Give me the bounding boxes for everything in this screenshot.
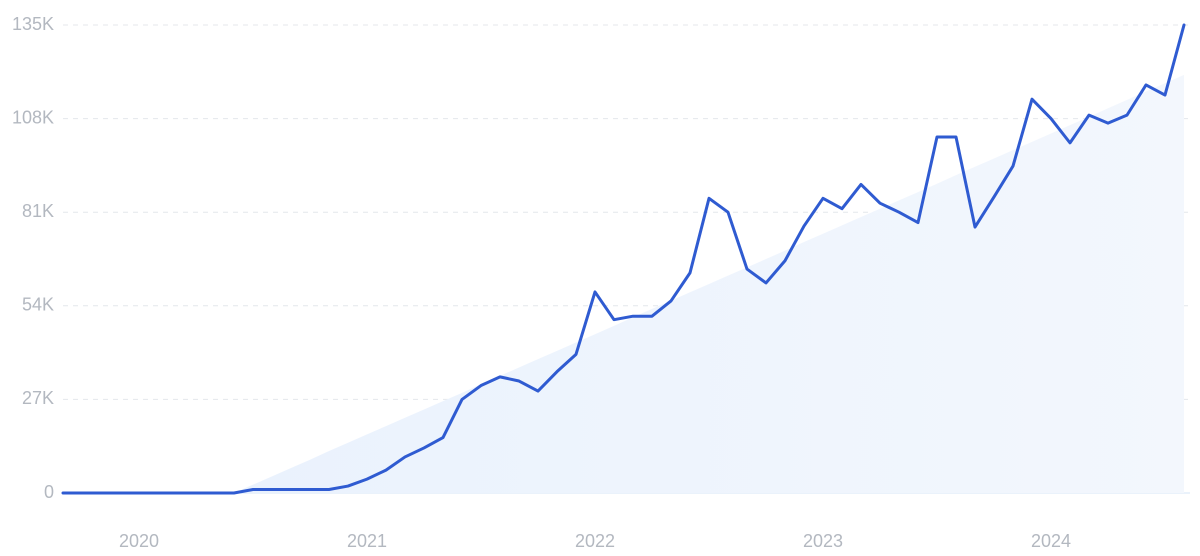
x-tick-label: 2023	[803, 531, 843, 551]
x-tick-label: 2021	[347, 531, 387, 551]
y-tick-label: 108K	[12, 107, 54, 127]
y-tick-label: 27K	[22, 388, 54, 408]
y-tick-label: 135K	[12, 14, 54, 34]
y-tick-label: 0	[44, 482, 54, 502]
trend-area	[234, 74, 1184, 494]
x-tick-label: 2022	[575, 531, 615, 551]
x-tick-label: 2020	[119, 531, 159, 551]
x-tick-label: 2024	[1031, 531, 1071, 551]
y-tick-label: 54K	[22, 295, 54, 315]
line	[61, 23, 1186, 495]
y-tick-label: 81K	[22, 201, 54, 221]
